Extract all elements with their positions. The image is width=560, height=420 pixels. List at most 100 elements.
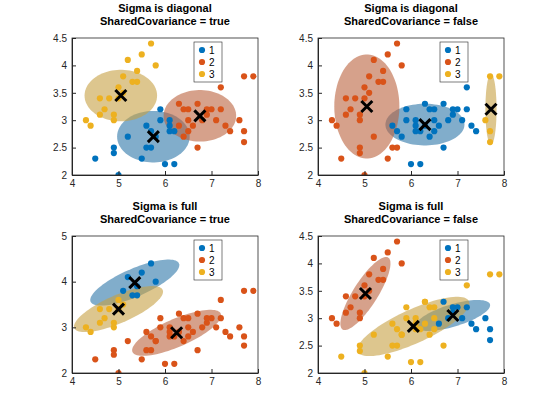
point <box>464 282 470 288</box>
point <box>380 68 386 74</box>
centroid <box>361 101 372 112</box>
point <box>176 311 182 317</box>
point <box>371 332 377 338</box>
point <box>399 332 405 338</box>
legend-label: 2 <box>209 57 215 68</box>
point <box>148 347 154 353</box>
axis-line <box>72 39 73 176</box>
point <box>440 299 446 305</box>
point <box>329 315 335 321</box>
point <box>403 304 409 310</box>
point <box>157 106 163 112</box>
tick: 4 <box>61 60 76 71</box>
tick-label: 3.5 <box>53 88 67 99</box>
point <box>366 90 372 96</box>
point <box>185 324 191 330</box>
point <box>167 123 173 129</box>
point <box>440 343 446 349</box>
point <box>482 315 488 321</box>
point <box>385 353 391 359</box>
tick-label: 3.5 <box>299 286 313 297</box>
tick-mark <box>318 236 322 237</box>
legend-box <box>440 42 468 82</box>
tick-mark <box>458 369 459 373</box>
legend-label: 3 <box>455 267 461 278</box>
point <box>361 282 367 288</box>
tick: 2 <box>307 170 322 181</box>
point <box>334 123 340 129</box>
point <box>222 123 228 129</box>
point <box>176 123 182 129</box>
point <box>101 315 107 321</box>
point <box>380 266 386 272</box>
point <box>101 106 107 112</box>
point <box>361 370 367 373</box>
point <box>185 333 191 339</box>
tick-mark <box>318 38 322 39</box>
tick-mark <box>318 93 322 94</box>
tick-mark <box>258 369 259 373</box>
title: SharedCovariance = false <box>344 213 478 225</box>
legend-label: 2 <box>455 57 461 68</box>
point <box>162 161 168 167</box>
tick-mark <box>165 171 166 175</box>
point <box>361 172 367 175</box>
tick-label: 7 <box>455 376 461 387</box>
plot-area <box>318 38 504 175</box>
tick: 6 <box>163 369 169 387</box>
point <box>473 326 479 332</box>
point <box>366 73 372 79</box>
point <box>241 73 247 79</box>
tick-mark <box>72 236 76 237</box>
point <box>329 117 335 123</box>
figure: 4567822.533.544.5Sigma is diagonalShared… <box>0 0 560 420</box>
tick-mark <box>119 171 120 175</box>
point <box>403 106 409 112</box>
point <box>185 315 191 321</box>
tick-label: 6 <box>409 376 415 387</box>
point <box>482 117 488 123</box>
point <box>218 315 224 321</box>
point <box>236 117 242 123</box>
legend-box <box>194 240 222 280</box>
point <box>106 306 112 312</box>
point <box>431 106 437 112</box>
tick-mark <box>411 171 412 175</box>
point <box>190 329 196 335</box>
point <box>427 134 433 140</box>
tick-mark <box>72 327 76 328</box>
tick: 4.5 <box>299 33 322 44</box>
point <box>153 62 159 68</box>
tick: 2 <box>61 170 76 181</box>
tick: 2.5 <box>53 142 76 153</box>
y-axis: 22.533.544.5 <box>299 33 322 181</box>
point <box>181 134 187 140</box>
point <box>194 311 200 317</box>
point <box>120 288 126 294</box>
point <box>148 145 154 151</box>
series <box>329 40 405 175</box>
point <box>157 117 163 123</box>
point <box>450 304 456 310</box>
component-ellipse <box>357 297 469 356</box>
tick-mark <box>258 171 259 175</box>
legend-label: 1 <box>455 45 461 56</box>
tick-label: 6 <box>163 376 169 387</box>
point <box>487 337 493 343</box>
legend-marker <box>199 257 205 263</box>
legend-marker <box>199 245 205 251</box>
tick-label: 8 <box>502 376 508 387</box>
tick-mark <box>72 38 76 39</box>
tick-label: 3 <box>307 115 313 126</box>
point <box>357 117 363 123</box>
point <box>83 324 89 330</box>
tick: 6 <box>163 171 169 189</box>
series <box>338 271 502 373</box>
point <box>143 123 149 129</box>
legend-marker <box>445 269 451 275</box>
point <box>143 329 149 335</box>
tick-label: 3.5 <box>299 88 313 99</box>
point <box>408 359 414 365</box>
point <box>385 155 391 161</box>
point <box>204 315 210 321</box>
